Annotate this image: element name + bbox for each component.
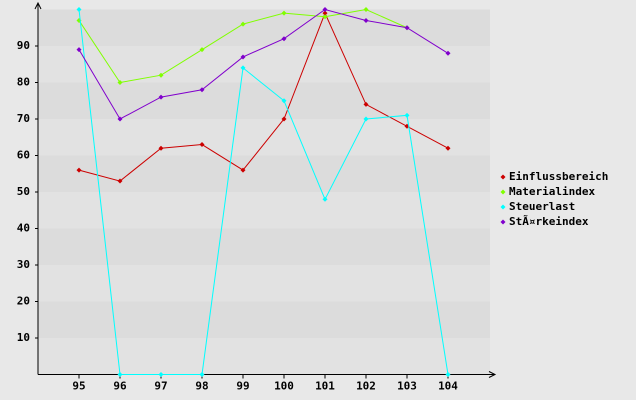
y-tick-label: 50 — [17, 185, 30, 198]
y-tick-label: 80 — [17, 76, 30, 89]
point — [281, 116, 287, 122]
x-tick-label: 97 — [154, 380, 167, 393]
point — [322, 7, 328, 12]
y-tick-label: 60 — [17, 149, 30, 162]
point — [117, 80, 123, 85]
point — [158, 372, 164, 377]
x-tick-label: 102 — [356, 380, 376, 393]
point — [322, 196, 328, 202]
x-tick-label: 98 — [195, 380, 208, 393]
legend-label: StÃ¤rkeindex — [509, 215, 589, 228]
point — [363, 7, 369, 12]
x-tick-label: 104 — [438, 380, 458, 393]
point — [158, 94, 164, 100]
point — [158, 72, 164, 78]
y-tick-label: 20 — [17, 295, 30, 308]
legend-label: Materialindex — [509, 185, 595, 198]
point — [76, 47, 82, 53]
point — [240, 65, 246, 71]
x-tick-label: 96 — [113, 380, 127, 393]
point — [199, 47, 205, 53]
point — [445, 372, 451, 377]
x-tick-label: 99 — [236, 380, 249, 393]
point — [404, 25, 410, 31]
point — [281, 10, 287, 16]
point — [363, 101, 369, 107]
point — [445, 50, 451, 56]
y-axis-arrow — [34, 1, 42, 10]
point — [363, 17, 369, 23]
point — [281, 36, 287, 42]
y-tick-label: 90 — [17, 39, 30, 52]
x-tick-label: 101 — [315, 380, 335, 393]
grid-band — [38, 265, 490, 302]
series-line — [78, 9, 449, 375]
point — [76, 167, 82, 173]
legend-label: Einflussbereich — [509, 170, 608, 183]
point — [117, 178, 123, 184]
point — [117, 116, 123, 122]
x-tick-label: 95 — [72, 380, 85, 393]
point — [117, 372, 123, 377]
y-tick-label: 40 — [17, 222, 30, 235]
point — [240, 54, 246, 60]
x-tick-label: 103 — [397, 380, 417, 393]
grid-band — [38, 192, 490, 229]
grid-band — [38, 119, 490, 156]
grid-band — [38, 228, 490, 265]
legend-label: Steuerlast — [509, 200, 575, 213]
legend-marker — [500, 219, 506, 225]
point — [404, 112, 410, 118]
point — [281, 98, 287, 104]
legend-marker — [500, 189, 506, 195]
x-axis-arrow — [488, 371, 497, 378]
point — [199, 142, 205, 148]
grid-band — [38, 46, 490, 83]
point — [199, 87, 205, 93]
y-tick-label: 10 — [17, 331, 30, 344]
point — [240, 21, 246, 27]
legend-marker — [500, 204, 506, 210]
series-line — [78, 8, 449, 120]
y-tick-label: 30 — [17, 258, 30, 271]
point — [158, 145, 164, 151]
point — [76, 7, 82, 12]
y-tick-label: 70 — [17, 112, 30, 125]
point — [363, 116, 369, 122]
point — [240, 167, 246, 173]
legend-marker — [500, 174, 506, 180]
grid-band — [38, 301, 490, 338]
grid-band — [38, 82, 490, 119]
point — [445, 145, 451, 151]
point — [322, 14, 328, 20]
series-line — [78, 11, 449, 182]
point — [199, 372, 205, 377]
grid-band — [38, 155, 490, 192]
grid-band — [38, 338, 490, 375]
grid-band — [38, 9, 490, 46]
point — [322, 10, 328, 16]
x-tick-label: 100 — [274, 380, 294, 393]
